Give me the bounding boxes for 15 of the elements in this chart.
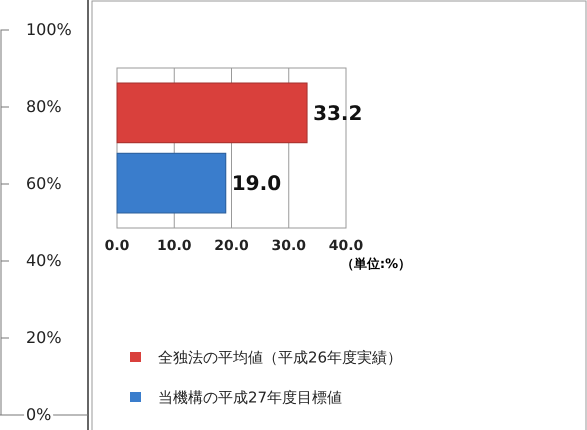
y-tick-label: 20%	[26, 328, 62, 348]
data-label: 33.2	[313, 100, 362, 125]
y-tick-label: 100%	[26, 20, 72, 40]
y-tick-label: 60%	[26, 174, 62, 194]
y-tick-label: 80%	[26, 97, 62, 116]
legend-label: 当機構の平成27年度目標値	[158, 388, 342, 406]
legend-label: 全独法の平均値（平成26年度実績）	[158, 348, 402, 366]
data-label: 19.0	[232, 171, 282, 196]
x-tick-label: 40.0	[328, 238, 364, 254]
y-tick-label: 40%	[26, 251, 62, 270]
text: （単位:%）	[340, 257, 412, 272]
x-tick-label: 10.0	[156, 238, 192, 254]
x-tick-label: 20.0	[214, 238, 250, 254]
x-tick-label: 30.0	[271, 238, 306, 254]
x-tick-label: 0.0	[104, 238, 130, 254]
